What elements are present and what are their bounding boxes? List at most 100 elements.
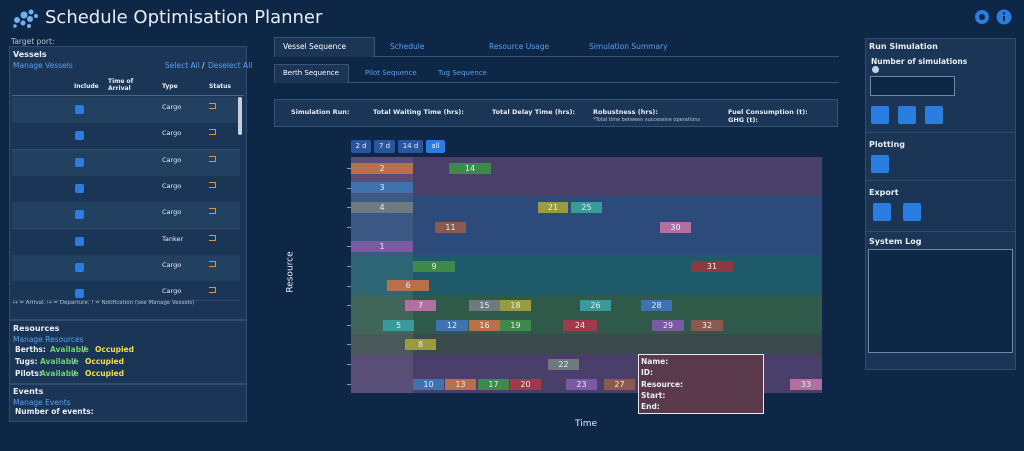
vessels-panel: Vessels Manage Vessels Select All / Deselect… xyxy=(9,46,252,320)
subtab[interactable]: Tug Sequence xyxy=(438,69,487,77)
vessel-type: Cargo xyxy=(162,208,182,217)
include-checkbox[interactable] xyxy=(75,262,84,272)
gantt-bar[interactable]: 28 xyxy=(641,300,672,311)
tab[interactable]: Simulation Summary xyxy=(589,42,668,51)
time-shade xyxy=(351,157,413,393)
gantt-bar[interactable]: 2 xyxy=(351,163,413,174)
resource-label: Tugs: xyxy=(15,357,38,366)
add-button[interactable] xyxy=(898,106,916,124)
gantt-bar[interactable]: 33 xyxy=(790,379,822,390)
column-header: Type xyxy=(162,83,178,90)
stat-label: Total Delay Time (hrs): xyxy=(492,108,576,116)
stat-label: GHG (t): xyxy=(728,116,759,124)
tab[interactable]: Schedule xyxy=(390,42,425,51)
range-button[interactable]: all xyxy=(426,140,445,153)
chart-tools xyxy=(790,140,830,150)
stat-label: Robustness (hrs): xyxy=(593,108,659,116)
gantt-bar[interactable]: 5 xyxy=(383,320,414,331)
gantt-bar[interactable]: 18 xyxy=(500,300,531,311)
num-input[interactable] xyxy=(870,76,955,96)
status-icon xyxy=(209,287,216,294)
y-tick xyxy=(347,324,351,326)
export-button[interactable] xyxy=(873,203,891,221)
status-icon xyxy=(209,155,216,162)
include-checkbox[interactable] xyxy=(75,210,84,220)
gantt-bar[interactable]: 31 xyxy=(691,261,733,272)
y-tick xyxy=(347,226,351,228)
gantt-bar[interactable]: 15 xyxy=(469,300,500,311)
gantt-bar[interactable]: 14 xyxy=(449,163,491,174)
gantt-bar[interactable]: 25 xyxy=(571,202,602,213)
available: Available xyxy=(50,345,89,354)
range-button[interactable]: 14 d xyxy=(398,140,423,153)
gantt-bar[interactable]: 3 xyxy=(351,182,413,193)
gantt-bar[interactable]: 1 xyxy=(351,241,413,252)
gantt-bar[interactable]: 32 xyxy=(691,320,723,331)
resource-band xyxy=(351,334,822,354)
y-axis-label: Resource xyxy=(285,251,296,293)
gantt-bar[interactable]: 29 xyxy=(652,320,684,331)
gantt-bar[interactable]: 22 xyxy=(548,359,579,370)
status-icon xyxy=(209,181,216,188)
run-button[interactable] xyxy=(871,106,889,124)
settings-button[interactable] xyxy=(925,106,943,124)
include-checkbox[interactable] xyxy=(75,183,84,193)
gantt-bar[interactable]: 7 xyxy=(405,300,436,311)
gantt-bar[interactable]: 27 xyxy=(604,379,635,390)
manage-events[interactable]: Manage Events xyxy=(13,398,71,407)
tab[interactable]: Vessel Sequence xyxy=(283,42,347,51)
include-checkbox[interactable] xyxy=(75,105,84,114)
gantt-bar[interactable]: 12 xyxy=(436,320,468,331)
include-checkbox[interactable] xyxy=(75,236,84,246)
y-tick xyxy=(347,246,351,248)
gantt-bar[interactable]: 11 xyxy=(435,222,466,233)
column-header: Include xyxy=(74,83,99,90)
select-all[interactable]: Select All xyxy=(165,61,200,70)
info-icon xyxy=(872,66,879,73)
gantt-bar[interactable]: 8 xyxy=(405,339,436,350)
header-icons[interactable] xyxy=(973,8,1013,26)
gantt-bar[interactable]: 16 xyxy=(469,320,500,331)
gantt-bar[interactable]: 10 xyxy=(413,379,444,390)
gantt-bar[interactable]: 6 xyxy=(387,280,429,291)
gantt-bar[interactable]: 13 xyxy=(445,379,476,390)
gantt-bar[interactable]: 26 xyxy=(580,300,611,311)
resource-band xyxy=(351,157,822,196)
gantt-bar[interactable]: 24 xyxy=(563,320,597,331)
manage-resources[interactable]: Manage Resources xyxy=(13,335,84,344)
status-icon xyxy=(209,234,216,241)
gantt-bar[interactable]: 9 xyxy=(413,261,455,272)
vessel-row: Cargo xyxy=(12,202,240,230)
tab[interactable]: Resource Usage xyxy=(489,42,550,51)
gantt-bar[interactable]: 21 xyxy=(538,202,568,213)
include-checkbox[interactable] xyxy=(75,157,84,167)
status-icon xyxy=(209,103,216,109)
subtab[interactable]: Pilot Sequence xyxy=(365,69,417,77)
export-button[interactable] xyxy=(903,203,921,221)
deselect-all[interactable]: Deselect All xyxy=(208,61,253,70)
gantt-bar[interactable]: 30 xyxy=(660,222,691,233)
plot-button[interactable] xyxy=(871,155,889,173)
available: Available xyxy=(40,369,79,378)
gantt-bar[interactable]: 23 xyxy=(566,379,597,390)
include-checkbox[interactable] xyxy=(75,131,84,141)
vessel-row: Tanker xyxy=(12,228,240,256)
include-checkbox[interactable] xyxy=(75,289,84,299)
range-button[interactable]: 2 d xyxy=(351,140,371,153)
control-panel: Run Simulation Number of simulations Plo… xyxy=(865,38,1016,370)
vessel-type: Tanker xyxy=(162,234,184,243)
gantt-bar[interactable]: 4 xyxy=(351,202,413,213)
vessel-type: Cargo xyxy=(162,260,182,269)
gantt-bar[interactable]: 17 xyxy=(478,379,509,390)
gantt-bar[interactable]: 19 xyxy=(500,320,531,331)
manage-vessels[interactable]: Manage Vessels xyxy=(13,61,73,70)
stats-bar xyxy=(274,99,838,127)
range-button[interactable]: 7 d xyxy=(374,140,395,153)
system-log xyxy=(868,249,1013,353)
separator: / xyxy=(73,357,76,366)
y-tick xyxy=(347,207,351,209)
column-header: Status xyxy=(209,83,231,90)
gantt-bar[interactable]: 20 xyxy=(510,379,541,390)
subtab[interactable]: Berth Sequence xyxy=(283,69,339,77)
stat-label: Fuel Consumption (t): xyxy=(728,108,808,116)
